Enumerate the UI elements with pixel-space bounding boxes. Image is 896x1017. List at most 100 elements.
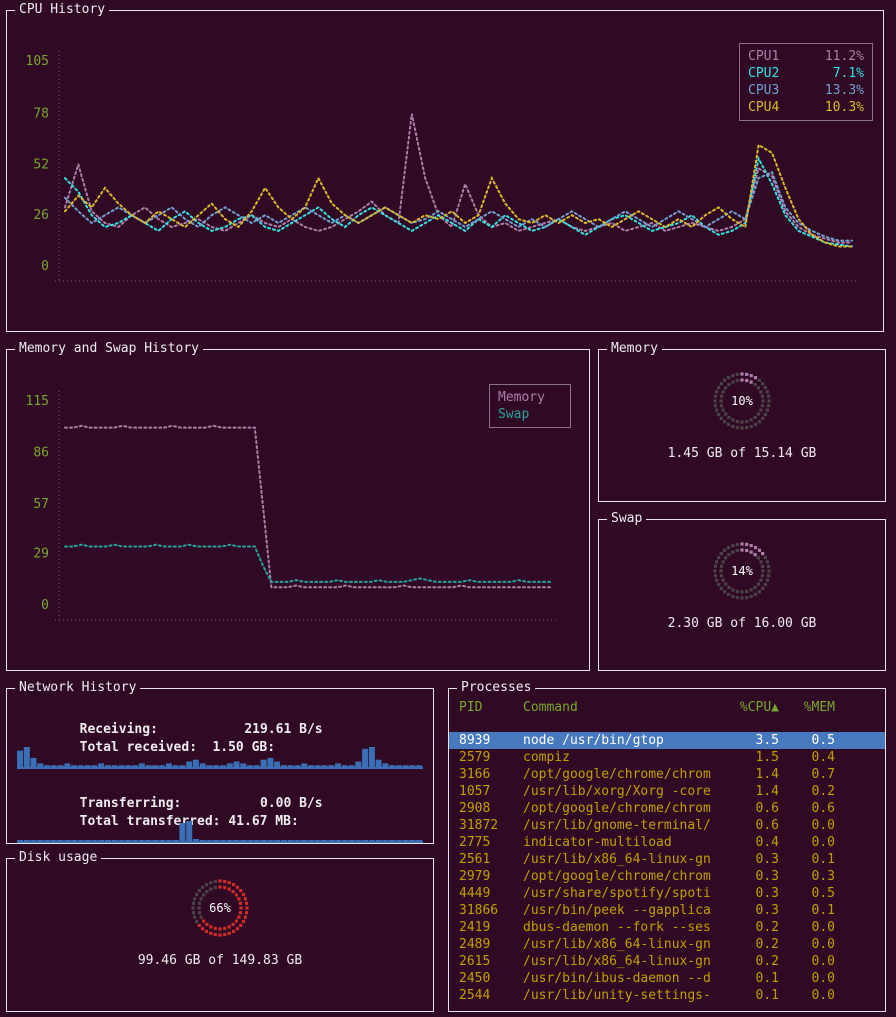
- process-pid: 2579: [459, 750, 491, 765]
- legend-item: CPU1 11.2%: [748, 48, 864, 65]
- memory-detail: 1.45 GB of 15.14 GB: [667, 446, 817, 461]
- gauge-percent-label: 14%: [731, 564, 753, 578]
- process-row[interactable]: 31872/usr/lib/gnome-terminal/0.6 0.0: [449, 817, 885, 834]
- process-mem: 0.7: [811, 767, 835, 782]
- process-row[interactable]: 2489/usr/lib/x86_64-linux-gn 0.2 0.0: [449, 936, 885, 953]
- col-command[interactable]: Command: [523, 700, 578, 715]
- legend-label: Memory: [498, 390, 545, 405]
- series-cpu2: [64, 155, 853, 248]
- network-history-title: Network History: [15, 680, 141, 695]
- transferred-sparkline: [17, 821, 423, 843]
- process-pid: 1057: [459, 784, 491, 799]
- process-command: dbus-daemon --fork --ses: [523, 920, 711, 935]
- process-mem: 0.2: [811, 784, 835, 799]
- process-command: /opt/google/chrome/chrom: [523, 767, 711, 782]
- processes-rows[interactable]: 8939 node /usr/bin/gtop 3.5 0.5 2579 compiz 1.…: [449, 732, 885, 1004]
- process-pid: 3166: [459, 767, 491, 782]
- process-cpu: 0.4: [755, 835, 779, 850]
- cpu-legend: CPU1 11.2% CPU2 7.1% CPU3 13.3% CPU4 10.3%: [739, 43, 873, 121]
- process-row[interactable]: 1057/usr/lib/xorg/Xorg -core 1.4 0.2: [449, 783, 885, 800]
- process-mem: 0.0: [811, 937, 835, 952]
- legend-item: CPU4 10.3%: [748, 99, 864, 116]
- col-cpu[interactable]: %CPU▲: [739, 700, 779, 715]
- process-row[interactable]: 8939 node /usr/bin/gtop 3.5 0.5: [449, 732, 885, 749]
- process-pid: 2561: [459, 852, 491, 867]
- process-mem: 0.5: [811, 733, 835, 748]
- process-row[interactable]: 2775 indicator-multiload 0.4 0.0: [449, 834, 885, 851]
- memory-donut: 10%: [713, 372, 771, 430]
- process-command: compiz: [523, 750, 570, 765]
- process-row[interactable]: 31866/usr/bin/peek --gapplica 0.3 0.1: [449, 902, 885, 919]
- process-cpu: 0.2: [755, 937, 779, 952]
- memswap-legend: Memory Swap: [489, 384, 571, 428]
- process-mem: 0.3: [811, 869, 835, 884]
- process-cpu: 1.4: [755, 767, 779, 782]
- process-command: /usr/lib/x86_64-linux-gn: [523, 954, 711, 969]
- disk-detail: 99.46 GB of 149.83 GB: [137, 953, 303, 968]
- process-cpu: 0.3: [755, 869, 779, 884]
- memory-panel: Memory 10% 1.45 GB of 15.14 GB: [598, 341, 886, 502]
- swap-donut: 14%: [713, 542, 771, 600]
- process-pid: 2450: [459, 971, 491, 986]
- y-axis-tick: 86: [33, 445, 49, 460]
- total-transferred-line: Total transferred: 41.67 MB:: [17, 795, 423, 829]
- process-row[interactable]: 2419 dbus-daemon --fork --ses 0.2 0.0: [449, 919, 885, 936]
- col-mem[interactable]: %MEM: [803, 700, 835, 715]
- process-mem: 0.0: [811, 954, 835, 969]
- memory-title: Memory: [607, 341, 662, 356]
- process-pid: 2489: [459, 937, 491, 952]
- series-cpu3: [64, 170, 853, 242]
- process-mem: 0.0: [811, 835, 835, 850]
- disk-usage-panel: Disk usage 66% 99.46 GB of 149.83 GB: [6, 850, 434, 1012]
- y-axis-tick: 52: [33, 157, 49, 172]
- process-row[interactable]: 2615/usr/lib/x86_64-linux-gn 0.2 0.0: [449, 953, 885, 970]
- receiving-label: Receiving:: [79, 722, 158, 737]
- process-row[interactable]: 2561/usr/lib/x86_64-linux-gn 0.3 0.1: [449, 851, 885, 868]
- process-cpu: 0.6: [755, 801, 779, 816]
- process-mem: 0.1: [811, 852, 835, 867]
- receiving-line: Receiving: 219.61 B/s: [17, 703, 423, 737]
- y-axis-tick: 78: [33, 107, 49, 122]
- process-cpu: 0.2: [755, 920, 779, 935]
- process-row[interactable]: 2450/usr/bin/ibus-daemon --d 0.1 0.0: [449, 970, 885, 987]
- gauge-percent-label: 66%: [209, 901, 231, 915]
- series-swap: [64, 543, 553, 583]
- process-mem: 0.0: [811, 818, 835, 833]
- col-pid[interactable]: PID: [459, 700, 483, 715]
- process-command: /usr/lib/xorg/Xorg -core: [523, 784, 711, 799]
- process-pid: 2979: [459, 869, 491, 884]
- legend-value: 10.3%: [824, 100, 864, 115]
- process-row[interactable]: 2579 compiz 1.5 0.4: [449, 749, 885, 766]
- process-mem: 0.0: [811, 988, 835, 1003]
- disk-donut: 66%: [191, 879, 249, 937]
- axis-lines: [55, 391, 558, 621]
- process-pid: 31872: [459, 818, 499, 833]
- process-mem: 0.0: [811, 920, 835, 935]
- legend-item: CPU3 13.3%: [748, 82, 864, 99]
- process-row[interactable]: 3166/opt/google/chrome/chrom 1.4 0.7: [449, 766, 885, 783]
- axis-lines: [55, 51, 858, 282]
- y-axis-tick: 26: [33, 208, 49, 223]
- total-transferred-value: 41.67 MB:: [228, 814, 299, 829]
- process-mem: 0.1: [811, 903, 835, 918]
- process-row[interactable]: 2544/usr/lib/unity-settings- 0.1 0.0: [449, 987, 885, 1004]
- legend-value: 13.3%: [824, 83, 864, 98]
- gauge-percent-label: 10%: [731, 394, 753, 408]
- cpu-history-title: CPU History: [15, 2, 110, 17]
- processes-header-row: PID Command %CPU▲ %MEM: [449, 699, 885, 716]
- y-axis-tick: 115: [26, 394, 49, 409]
- process-row[interactable]: 2908/opt/google/chrome/chrom 0.6 0.6: [449, 800, 885, 817]
- process-cpu: 0.1: [755, 971, 779, 986]
- process-cpu: 3.5: [755, 733, 779, 748]
- swap-title: Swap: [607, 511, 647, 526]
- process-pid: 2419: [459, 920, 491, 935]
- y-axis-tick: 0: [41, 598, 49, 613]
- process-row[interactable]: 4449/usr/share/spotify/spoti 0.3 0.5: [449, 885, 885, 902]
- receiving-value: 219.61 B/s: [244, 722, 323, 737]
- swap-panel: Swap 14% 2.30 GB of 16.00 GB: [598, 511, 886, 671]
- series-cpu4: [64, 143, 853, 248]
- legend-item: Swap: [498, 406, 562, 423]
- process-row[interactable]: 2979/opt/google/chrome/chrom 0.3 0.3: [449, 868, 885, 885]
- legend-label: Swap: [498, 407, 530, 422]
- y-axis-tick: 57: [33, 497, 49, 512]
